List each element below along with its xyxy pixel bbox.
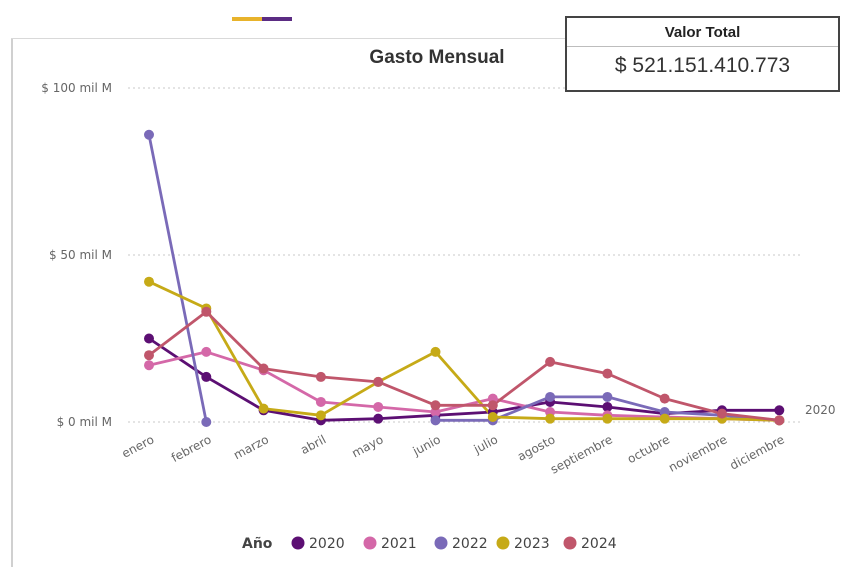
data-point-2023[interactable] <box>487 411 498 422</box>
data-point-2020[interactable] <box>373 413 384 424</box>
data-point-2021[interactable] <box>315 396 326 407</box>
series-line-2024[interactable] <box>148 310 780 422</box>
x-axis: enero febrero marzo abril mayo junio julio agos… <box>119 432 786 476</box>
x-tick-label: septiembre <box>548 432 615 476</box>
legend-marker-2021 <box>363 536 377 550</box>
data-point-2021[interactable] <box>201 346 212 357</box>
data-point-2023[interactable] <box>545 413 556 424</box>
data-point-2020[interactable] <box>201 371 212 382</box>
legend-marker-2024 <box>563 536 577 550</box>
accent-bar-right <box>262 17 292 21</box>
data-point-2022[interactable] <box>545 391 556 402</box>
data-point-2024[interactable] <box>602 368 613 379</box>
data-point-2023[interactable] <box>315 410 326 421</box>
legend-label-2021[interactable]: 2021 <box>381 536 417 552</box>
data-point-2022[interactable] <box>201 417 212 427</box>
kpi-card[interactable]: Valor Total $ 521.151.410.773 <box>565 16 840 92</box>
left-divider <box>11 38 13 567</box>
series-line-2020[interactable] <box>148 337 780 422</box>
x-tick-label: junio <box>410 432 443 459</box>
data-point-2024[interactable] <box>373 376 384 387</box>
kpi-divider <box>567 46 838 47</box>
end-label: 2020 <box>805 403 836 417</box>
x-tick-label: agosto <box>515 432 557 463</box>
data-point-2024[interactable] <box>258 363 269 374</box>
y-tick-label: $ 0 mil M <box>57 415 112 429</box>
series-line-2022[interactable] <box>147 134 780 423</box>
data-point-2024[interactable] <box>201 306 212 317</box>
data-point-2020[interactable] <box>144 333 154 344</box>
data-point-2024[interactable] <box>487 400 498 411</box>
legend-title: Año <box>242 536 273 552</box>
data-point-2022[interactable] <box>602 391 613 402</box>
data-point-2020[interactable] <box>774 405 785 416</box>
x-tick-label: mayo <box>349 432 385 460</box>
data-point-2024[interactable] <box>774 415 785 426</box>
accent-bar-left <box>232 17 262 21</box>
y-axis: $ 0 mil M $ 50 mil M $ 100 mil M <box>41 81 112 429</box>
data-point-2022[interactable] <box>430 415 441 426</box>
x-tick-label: abril <box>298 432 328 457</box>
legend-label-2024[interactable]: 2024 <box>581 536 617 552</box>
legend-marker-2023 <box>496 536 510 550</box>
data-point-2023[interactable] <box>144 276 154 287</box>
legend-label-2020[interactable]: 2020 <box>309 536 345 552</box>
legend-label-2023[interactable]: 2023 <box>514 536 550 552</box>
x-tick-label: enero <box>119 432 156 461</box>
legend-marker-2020 <box>291 536 305 550</box>
data-point-2020[interactable] <box>602 401 613 412</box>
kpi-value: $ 521.151.410.773 <box>614 54 791 77</box>
data-point-2021[interactable] <box>144 360 154 371</box>
y-tick-label: $ 100 mil M <box>41 81 112 95</box>
chart-title: Gasto Mensual <box>369 47 504 68</box>
data-point-2023[interactable] <box>430 346 441 357</box>
data-point-2024[interactable] <box>430 400 441 411</box>
gridlines <box>128 87 802 423</box>
series-lines <box>147 134 780 423</box>
x-tick-label: julio <box>471 432 500 457</box>
data-point-2023[interactable] <box>659 413 670 424</box>
x-tick-label: marzo <box>231 432 271 462</box>
legend-label-2022[interactable]: 2022 <box>452 536 488 552</box>
x-tick-label: diciembre <box>727 432 786 472</box>
data-point-2022[interactable] <box>144 129 154 140</box>
data-point-2024[interactable] <box>717 408 727 419</box>
x-tick-label: noviembre <box>666 432 729 474</box>
data-point-2024[interactable] <box>144 350 154 361</box>
data-point-2024[interactable] <box>545 356 556 367</box>
y-tick-label: $ 50 mil M <box>49 248 112 262</box>
data-point-2023[interactable] <box>258 403 269 414</box>
legend-marker-2022 <box>434 536 448 550</box>
series-points <box>144 129 785 427</box>
data-point-2024[interactable] <box>315 371 326 382</box>
series-line-2023[interactable] <box>148 280 780 422</box>
data-point-2024[interactable] <box>659 393 670 404</box>
legend[interactable]: Año 2020 2021 2022 2023 2024 <box>242 536 617 552</box>
x-tick-label: octubre <box>625 432 672 466</box>
data-point-2023[interactable] <box>602 413 613 424</box>
x-tick-label: febrero <box>169 432 214 465</box>
kpi-label: Valor Total <box>664 24 741 41</box>
data-point-2021[interactable] <box>373 401 384 412</box>
top-divider <box>11 38 571 39</box>
